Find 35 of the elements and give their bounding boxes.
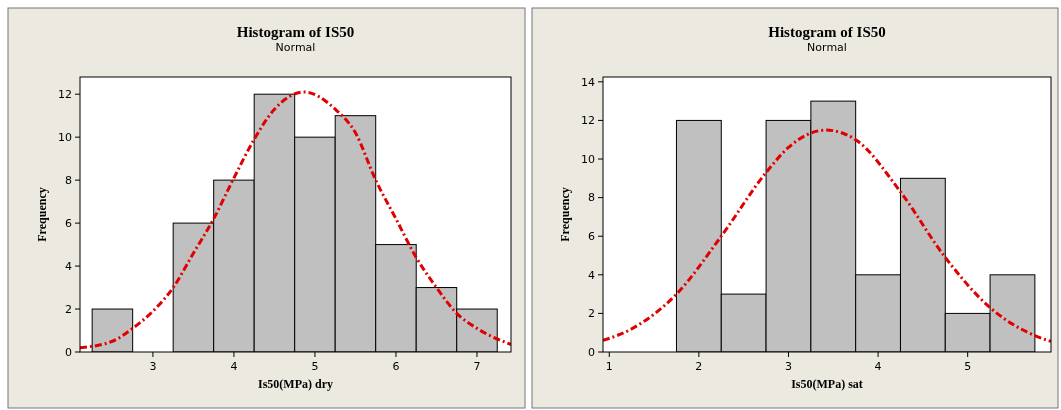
x-axis-title: Is50(MPa) sat — [791, 377, 863, 391]
x-tick-label: 6 — [392, 360, 400, 373]
y-tick-label: 4 — [65, 259, 72, 273]
y-tick-label: 2 — [65, 302, 72, 316]
y-tick-label: 0 — [588, 345, 595, 359]
x-tick-label: 3 — [784, 360, 792, 373]
y-tick-label: 8 — [588, 191, 595, 205]
chart-title: Histogram of IS50 — [236, 24, 355, 40]
y-tick-label: 0 — [65, 345, 72, 359]
x-axis-title: Is50(MPa) dry — [258, 377, 333, 391]
line-series — [80, 90, 511, 350]
x-tick-label: 4 — [230, 360, 238, 373]
y-tick-label: 8 — [65, 173, 72, 187]
chart-subtitle: Normal — [807, 41, 847, 54]
x-tick-label: 7 — [473, 360, 481, 373]
y-tick-label: 10 — [581, 152, 595, 166]
y-tick-label: 12 — [581, 114, 595, 128]
x-tick-label: 4 — [874, 360, 882, 373]
chart-title: Histogram of IS50 — [768, 24, 886, 40]
y-tick-label: 6 — [588, 230, 595, 244]
x-tick-label: 2 — [695, 360, 703, 373]
y-tick-label: 6 — [65, 216, 72, 230]
line-series — [603, 128, 1051, 343]
x-tick-label: 3 — [149, 360, 157, 373]
y-tick-label: 12 — [58, 88, 72, 102]
y-axis-title: Frequency — [558, 187, 572, 242]
y-tick-label: 10 — [58, 131, 72, 145]
x-tick-label: 5 — [964, 360, 972, 373]
y-tick-label: 14 — [581, 75, 595, 89]
y-tick-label: 2 — [588, 307, 595, 321]
y-tick-label: 4 — [588, 268, 595, 282]
chart-subtitle: Normal — [275, 41, 316, 54]
y-axis-title: Frequency — [35, 187, 49, 242]
x-tick-label: 5 — [311, 360, 319, 373]
x-tick-label: 1 — [605, 360, 613, 373]
